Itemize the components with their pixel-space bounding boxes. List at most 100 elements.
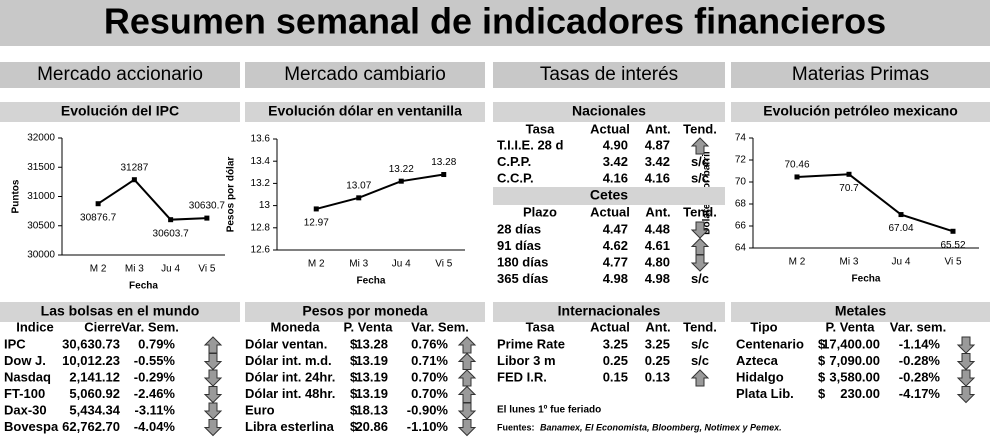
table-cell: s/c [691,336,709,351]
title-bar [0,0,990,46]
table-cell: -0.90% [407,402,449,417]
trend-arrow-down [203,419,223,437]
trend-arrow-down [457,402,477,420]
table-cell: 365 días [497,271,548,286]
table-cell: 13.28 [355,336,388,351]
table-header: Ant. [645,204,670,219]
trend-arrow-down [956,353,976,371]
data-label: 13.28 [431,157,456,168]
y-tick-label: 30000 [27,250,55,261]
table-header: Tend. [683,319,717,334]
table-cell: 0.70% [411,386,448,401]
table-cell: $ [350,419,358,434]
data-point [950,228,956,234]
table-cell: 10,012.23 [62,353,120,368]
x-tick-label: Ju 4 [392,259,411,270]
table-cell: 4.90 [603,137,628,152]
y-tick-label: 12.6 [251,245,271,256]
table-cell: Euro [245,402,275,417]
section-bar [0,62,240,88]
table-cell: 4.98 [603,271,628,286]
subheader-bar [493,102,725,122]
y-tick-label: 12.8 [251,222,271,233]
table-cell: Nasdaq [4,369,51,384]
table-cell: 0.76% [411,336,448,351]
table-cell: $ [818,336,826,351]
table-header: Ant. [645,319,670,334]
x-tick-label: Vi 5 [435,259,452,270]
table-header: Var. Sem. [411,319,469,334]
x-axis-label: Fecha [357,276,386,287]
data-point [131,177,137,183]
subheader-bar [245,302,485,322]
trend-arrow-down [690,221,710,239]
table-cell: s/c [691,154,709,169]
x-tick-label: Mi 3 [349,259,368,270]
table-header: P. Venta [826,319,876,334]
table-cell: 4.16 [603,170,628,185]
table-cell: Bovespa [4,419,59,434]
y-tick-label: 31000 [27,191,55,202]
data-point [794,174,800,180]
data-line [315,173,444,210]
section-title: Materias Primas [792,64,929,85]
table-cell: 4.98 [645,271,670,286]
table-cell: $ [818,353,826,368]
data-label: 67.04 [888,223,913,234]
y-tick-label: 13 [259,200,271,211]
table-title: Metales [835,303,887,319]
table-cell: 17,400.00 [822,336,880,351]
table-cell: 4.48 [645,221,670,236]
data-point [168,217,174,223]
y-axis-label: Puntos [11,179,22,213]
table-cell: 13.19 [355,369,388,384]
table-cell: Dax-30 [4,402,47,417]
table-title: Pesos por moneda [302,303,427,319]
table-cell: 5,060.92 [69,386,120,401]
x-axis-label: Fecha [852,274,881,285]
table-header: Tipo [750,319,777,334]
table-header: Actual [590,204,630,219]
x-tick-label: Mi 3 [125,264,144,275]
data-point [398,178,404,184]
subheader-bar [493,302,725,322]
data-point [313,206,319,212]
trend-arrow-up [457,336,477,354]
table-cell: 3.42 [645,154,670,169]
table-cell: 3.25 [603,336,628,351]
table-cell: Hidalgo [736,369,784,384]
table-cell: $ [818,386,826,401]
chart-title: Evolución dólar en ventanilla [268,103,462,119]
y-tick-label: 13.6 [251,134,271,145]
sources-text: Banamex, El Economista, Bloomberg, Notim… [540,422,782,432]
table-cell: Libra esterlina [245,419,335,434]
table-cell: Dólar int. 24hr. [245,369,335,384]
table-cell: 180 días [497,254,548,269]
trend-arrow-down [956,369,976,387]
trend-arrow-down [203,402,223,420]
table-cell: Dólar int. m.d. [245,353,332,368]
table-cell: 230.00 [840,386,880,401]
table-cell: 0.25 [645,353,670,368]
data-line [796,173,954,233]
table-cell: 91 días [497,238,541,253]
note: El lunes 1º fue feriado [497,405,601,416]
x-tick-label: Ju 4 [161,264,180,275]
subheader-bar [245,102,485,122]
y-tick-label: 66 [735,221,747,232]
data-point [356,195,362,201]
table-cell: 62,762.70 [62,419,120,434]
table-cell: 3.25 [645,336,670,351]
trend-arrow-down [203,386,223,404]
y-tick-label: 64 [735,243,747,254]
table-cell: Dow J. [4,353,46,368]
table-header: Actual [590,121,630,136]
sources-label: Fuentes: [497,422,535,432]
table-cell: 4.77 [603,254,628,269]
table-header: Plazo [523,204,557,219]
y-tick-label: 68 [735,199,747,210]
data-point [846,171,852,177]
section-title: Mercado cambiario [284,64,446,85]
table-cell: 3.42 [603,154,628,169]
data-label: 30603.7 [153,228,190,239]
